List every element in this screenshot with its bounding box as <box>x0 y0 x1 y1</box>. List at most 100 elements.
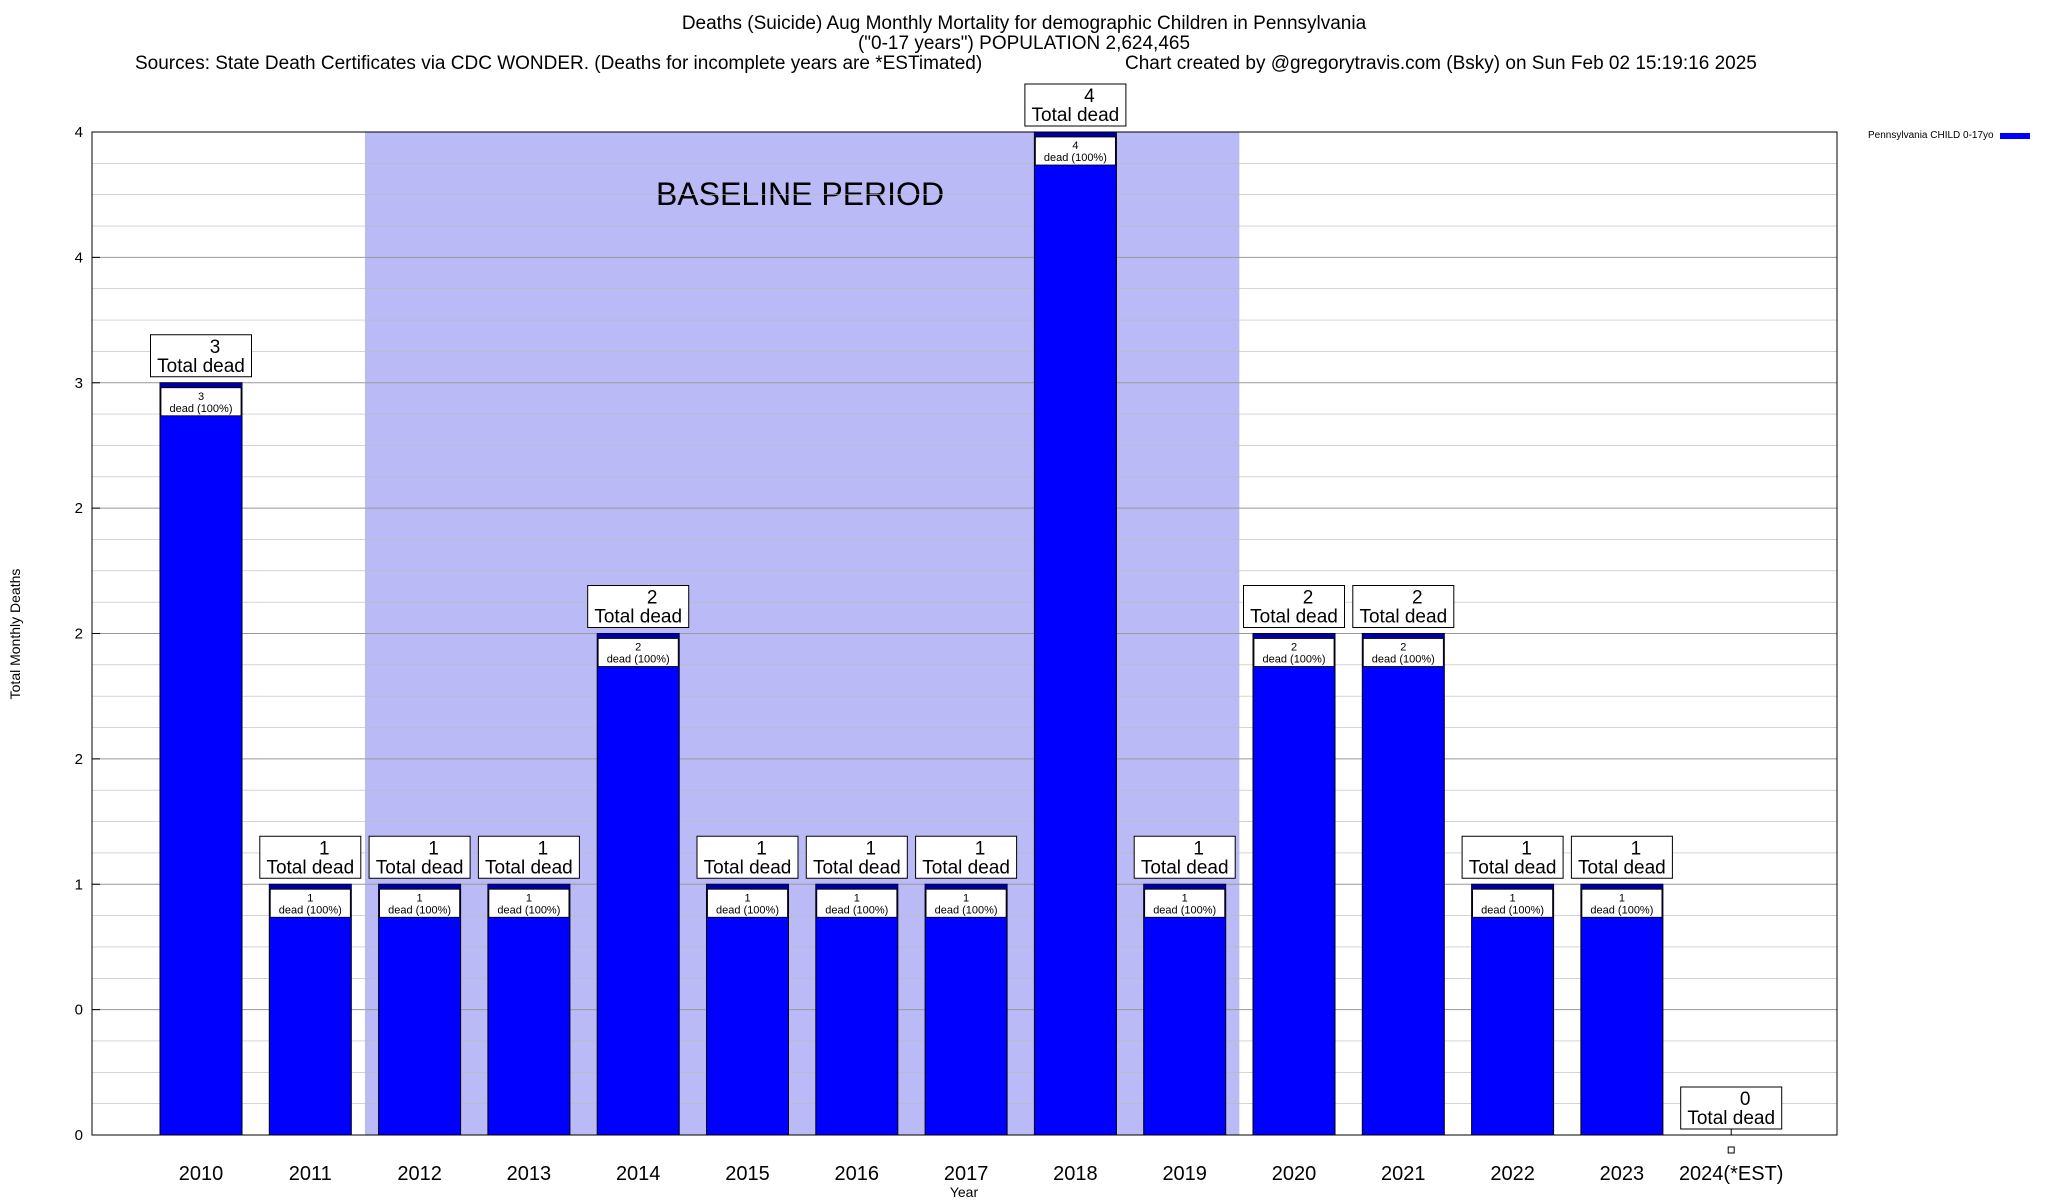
y-tick-label: 0 <box>75 1002 83 1019</box>
total-label-text: Total dead <box>1032 105 1120 126</box>
x-tick-label: 2017 <box>944 1163 989 1185</box>
sources-note: Sources: State Death Certificates via CD… <box>135 53 983 74</box>
total-label-count: 2 <box>1412 588 1423 609</box>
inner-label-text: dead (100%) <box>716 904 779 916</box>
total-label-text: Total dead <box>376 857 464 878</box>
bar-top-segment <box>487 884 570 890</box>
x-tick-label: 2021 <box>1381 1163 1426 1185</box>
bar <box>1252 633 1336 1136</box>
total-label-box <box>587 585 690 628</box>
inner-label-text: dead (100%) <box>1590 904 1653 916</box>
inner-label-text: dead (100%) <box>1372 654 1435 666</box>
total-label-text: Total dead <box>813 857 901 878</box>
bar-top-segment <box>1471 884 1554 890</box>
inner-label-count: 1 <box>963 892 969 904</box>
total-label-count: 4 <box>1084 86 1095 107</box>
total-label-text: Total dead <box>1250 607 1338 628</box>
x-tick-label: 2024(*EST) <box>1679 1163 1784 1185</box>
total-label-count: 1 <box>866 838 877 859</box>
bar-top-segment <box>1034 132 1117 137</box>
total-label-count: 2 <box>647 588 658 609</box>
x-tick-label: 2016 <box>835 1163 880 1185</box>
total-label-text: Total dead <box>485 857 573 878</box>
x-tick-label: 2020 <box>1272 1163 1317 1185</box>
inner-label-text: dead (100%) <box>279 904 342 916</box>
plot-frame <box>91 131 1838 1136</box>
legend-label: Pennsylvania CHILD 0-17yo <box>1868 130 1994 141</box>
bar-top-segment <box>1362 633 1445 639</box>
total-label-box <box>1570 835 1673 879</box>
total-label-text: Total dead <box>704 857 792 878</box>
inner-label-count: 1 <box>417 892 423 904</box>
x-tick-label: 2013 <box>507 1163 552 1185</box>
x-tick-label: 2014 <box>616 1163 661 1185</box>
inner-label-box <box>597 638 679 667</box>
total-label-text: Total dead <box>1687 1108 1775 1129</box>
inner-label-count: 2 <box>1400 642 1406 654</box>
bar-top-segment <box>1253 633 1335 639</box>
total-label-box <box>1024 83 1127 127</box>
bar <box>1580 883 1664 1136</box>
y-tick-label: 2 <box>75 751 83 768</box>
x-tick-label: 2022 <box>1490 1163 1535 1185</box>
y-tick-label: 1 <box>75 876 83 893</box>
total-label-count: 1 <box>975 838 986 859</box>
total-label-box <box>1133 835 1236 879</box>
inner-label-count: 2 <box>635 642 641 654</box>
total-label-count: 3 <box>210 337 221 358</box>
y-tick-label: 2 <box>75 626 83 643</box>
total-label-text: Total dead <box>1141 857 1229 878</box>
inner-label-box <box>816 888 898 918</box>
inner-label-text: dead (100%) <box>825 904 888 916</box>
bar <box>924 883 1008 1136</box>
y-tick-label: 2 <box>75 500 83 517</box>
bar-top-segment <box>378 884 461 890</box>
inner-label-count: 2 <box>1291 642 1297 654</box>
inner-label-count: 3 <box>198 391 204 403</box>
inner-label-box <box>925 888 1007 918</box>
inner-label-count: 1 <box>526 892 532 904</box>
bar-top-segment <box>597 633 680 639</box>
total-label-text: Total dead <box>1469 857 1557 878</box>
total-label-box <box>696 835 799 879</box>
inner-label-count: 1 <box>1182 892 1188 904</box>
total-label-text: Total dead <box>594 607 682 628</box>
bar <box>1033 131 1117 1136</box>
inner-label-count: 1 <box>1619 892 1625 904</box>
inner-label-count: 1 <box>1510 892 1516 904</box>
bar <box>268 883 352 1136</box>
total-label-text: Total dead <box>266 857 354 878</box>
total-label-count: 1 <box>756 838 767 859</box>
total-label-box <box>1352 585 1455 628</box>
inner-label-text: dead (100%) <box>607 654 670 666</box>
inner-label-box <box>379 888 461 918</box>
legend: Pennsylvania CHILD 0-17yo <box>1868 130 2030 141</box>
bar-top-segment <box>706 884 789 890</box>
bar-top-segment <box>160 382 242 388</box>
inner-label-text: dead (100%) <box>388 904 451 916</box>
inner-label-box <box>1035 136 1116 166</box>
total-label-box <box>477 835 580 879</box>
bar <box>378 883 462 1136</box>
x-tick-label: 2011 <box>289 1163 332 1185</box>
inner-label-count: 1 <box>307 892 313 904</box>
bar <box>1471 883 1555 1136</box>
total-label-count: 0 <box>1740 1089 1751 1110</box>
total-label-count: 1 <box>1521 838 1532 859</box>
baseline-period-label: BASELINE PERIOD <box>656 176 944 212</box>
inner-label-count: 4 <box>1072 140 1078 152</box>
total-label-text: Total dead <box>1578 857 1666 878</box>
inner-label-box <box>160 387 242 417</box>
inner-label-text: dead (100%) <box>1481 904 1544 916</box>
inner-label-text: dead (100%) <box>497 904 560 916</box>
inner-label-text: dead (100%) <box>1153 904 1216 916</box>
inner-label-box <box>269 888 351 918</box>
inner-label-box <box>1581 888 1663 918</box>
x-tick-label: 2018 <box>1053 1163 1098 1185</box>
inner-label-text: dead (100%) <box>1044 152 1107 164</box>
inner-label-text: dead (100%) <box>170 403 233 415</box>
y-axis-title: Total Monthly Deaths <box>7 569 23 700</box>
total-label-count: 1 <box>538 838 549 859</box>
bar <box>159 382 243 1136</box>
